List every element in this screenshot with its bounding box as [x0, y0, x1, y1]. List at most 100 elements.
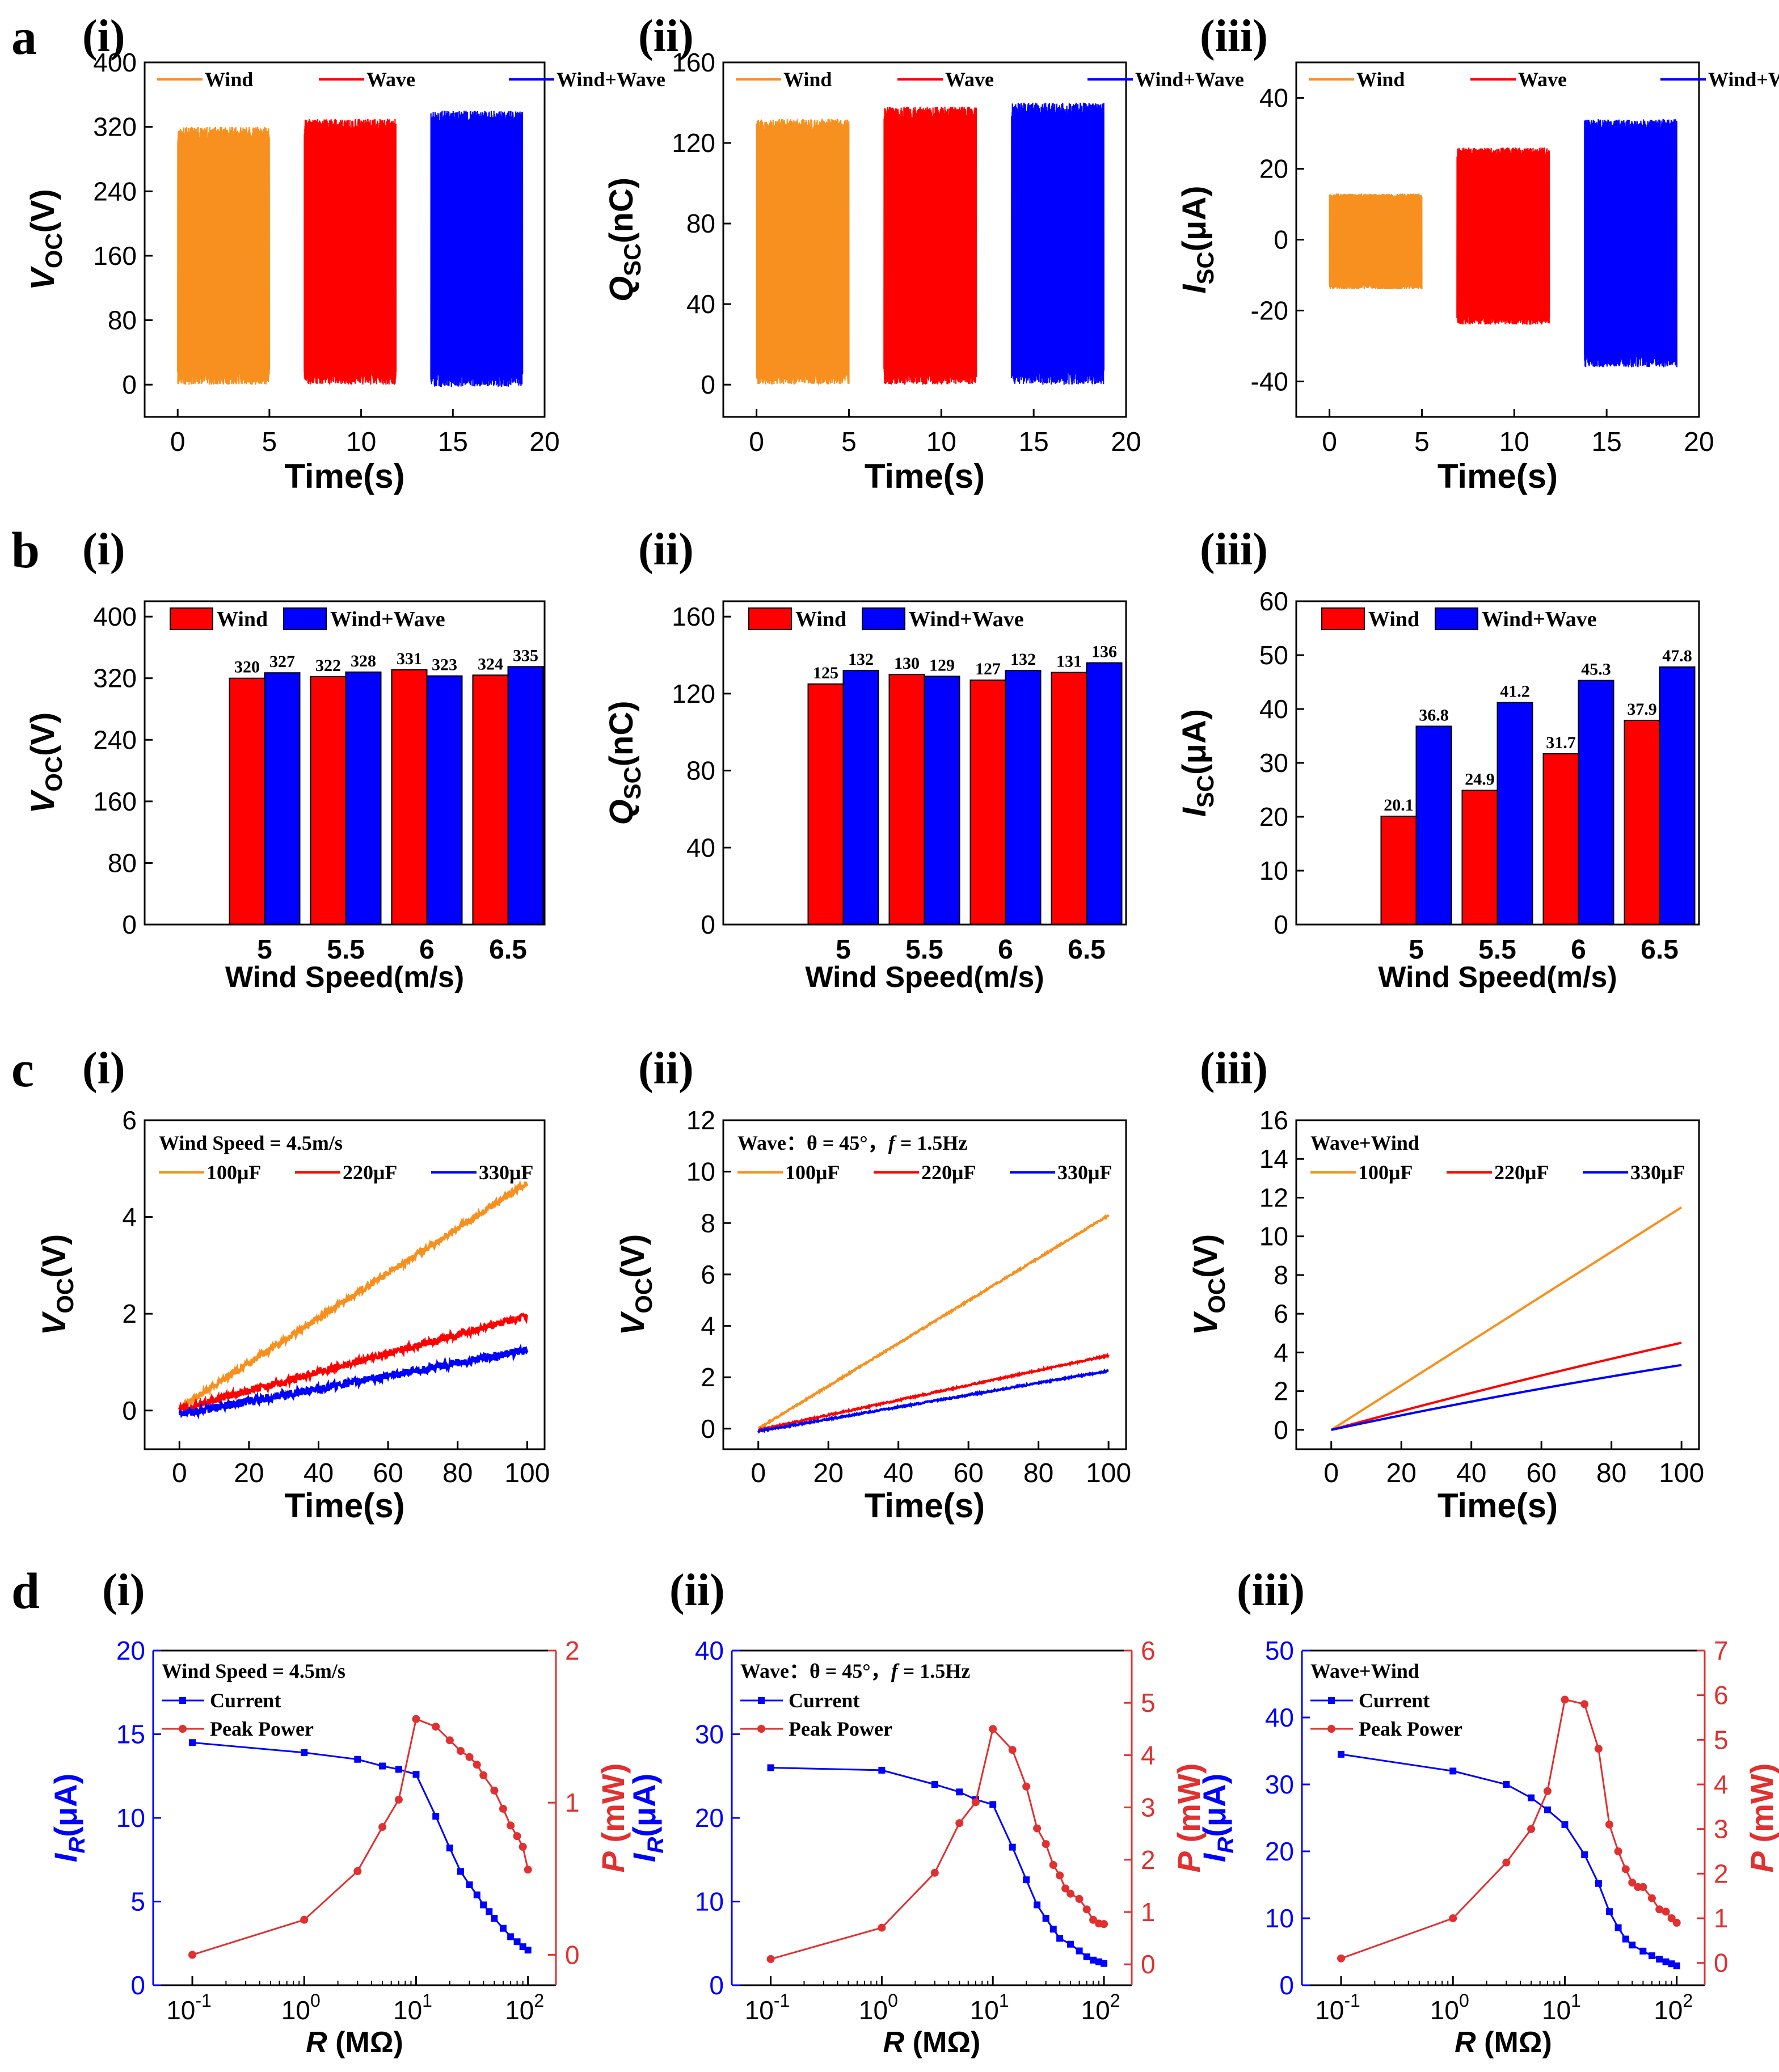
y-label-sub: R	[643, 1837, 668, 1854]
y-tick-label: 80	[686, 756, 715, 786]
legend-item-0-text: 100μF	[785, 1161, 840, 1184]
x-tick-label: 5	[257, 935, 272, 965]
legend-text-0: Wind	[1368, 607, 1419, 631]
current-point	[432, 1813, 440, 1820]
y-tick-label: 10	[116, 1803, 145, 1833]
bar-value-label: 331	[397, 649, 422, 668]
x-tick-label: 5	[1414, 427, 1430, 457]
y-label-sub: OC	[40, 756, 67, 792]
x-tick-label: 5	[836, 935, 851, 965]
y2-label-var: P	[1744, 1851, 1779, 1872]
y-label-sub: SC	[619, 243, 646, 276]
power-point	[1667, 1914, 1676, 1922]
sub-label-a-2: (ii)	[638, 11, 694, 61]
legend-item-1-text: 220μF	[921, 1161, 976, 1184]
y2-tick-label: 0	[565, 1940, 580, 1969]
power-point	[1100, 1920, 1108, 1928]
current-point	[1629, 1942, 1636, 1949]
current-point	[1656, 1955, 1663, 1963]
x-tick-label: 100	[1430, 1990, 1469, 2025]
current-point	[767, 1764, 774, 1771]
y2-tick-label: 3	[1714, 1814, 1729, 1844]
legend-current-marker	[1328, 1697, 1335, 1704]
legend-item-1-text: Wave	[366, 68, 415, 91]
x-tick-exp: 1	[422, 1990, 432, 2011]
x-axis-label: R (MΩ)	[1455, 2026, 1552, 2059]
x-tick-exp: 0	[1459, 1990, 1469, 2011]
x-tick-label: 60	[1526, 1458, 1556, 1488]
power-point	[1628, 1879, 1637, 1887]
x-axis-label: Time(s)	[284, 457, 404, 495]
x-tick-label: 10	[926, 427, 956, 457]
annotation-tail: = 1.5Hz	[895, 1132, 968, 1154]
trace-2	[1011, 103, 1105, 385]
sub-label-c-1: (i)	[82, 1044, 125, 1094]
bar-value-label: 41.2	[1500, 682, 1530, 701]
y2-tick-label: 3	[1141, 1793, 1156, 1822]
trace-0	[756, 119, 850, 385]
x-tick-label: 80	[442, 1458, 473, 1488]
y2-axis-label: P (mW)	[595, 1763, 631, 1873]
x-tick-exp: -1	[1344, 1990, 1360, 2011]
bar-value-label: 335	[513, 646, 538, 665]
bar-wind-3	[472, 674, 509, 926]
bar-wind-3	[1624, 719, 1660, 925]
power-point	[499, 1804, 507, 1813]
y-tick-label: 20	[695, 1803, 724, 1833]
trace-0	[1329, 193, 1423, 290]
current-point	[1668, 1960, 1675, 1968]
sub-label-a-3: (iii)	[1200, 11, 1268, 61]
current-point	[1648, 1952, 1655, 1960]
y-tick-label: 10	[1259, 856, 1288, 885]
bar-value-label: 130	[894, 654, 920, 673]
x-tick-label: 101	[393, 1990, 432, 2025]
current-point	[480, 1901, 487, 1909]
y2-tick-label: 5	[1141, 1688, 1156, 1717]
curve-2	[757, 1368, 1109, 1434]
curve-2	[178, 1343, 529, 1420]
current-point	[1503, 1781, 1510, 1788]
power-point	[1605, 1820, 1613, 1829]
power-point	[1089, 1915, 1098, 1924]
x-tick-label: 10-1	[745, 1990, 790, 2025]
x-tick-label: 0	[749, 427, 764, 457]
current-point	[989, 1801, 997, 1808]
chart-b-iii: 20.1 36.8 5 24.9 41.2 5.5 31.7 45.3 6 37.9 47.8 6.5…	[1176, 586, 1700, 994]
y2-tick-label: 2	[565, 1636, 580, 1665]
x-tick-base: 10	[745, 1995, 774, 2025]
current-point	[1338, 1750, 1345, 1758]
panel-letter-d: d	[11, 1563, 40, 1619]
power-point	[1449, 1914, 1457, 1922]
power-point	[1502, 1858, 1511, 1867]
annotation: Wave：θ = 45°，f = 1.5Hz	[740, 1660, 970, 1682]
bar-wind-3	[1051, 672, 1087, 926]
y-label-unit: (μA)	[1176, 185, 1213, 251]
y-tick-label: 0	[1274, 225, 1288, 255]
y-axis-label: VOC(V)	[1187, 1234, 1230, 1336]
power-point	[971, 1798, 980, 1807]
power-point	[473, 1761, 481, 1769]
bar-value-label: 31.7	[1546, 733, 1576, 752]
power-point	[1639, 1883, 1647, 1891]
bar-wind-1	[888, 673, 925, 926]
power-point	[1066, 1889, 1075, 1898]
axis-frame	[722, 600, 1127, 926]
bar-value-label: 322	[315, 656, 341, 675]
y-axis-label: IR(μA)	[48, 1774, 90, 1862]
x-tick-label: 0	[1322, 427, 1337, 457]
current-point	[491, 1915, 498, 1922]
sub-label-d-2: (ii)	[669, 1565, 725, 1615]
annotation: Wind Speed = 4.5m/s	[159, 1132, 343, 1154]
x-axis-label: R (MΩ)	[306, 2026, 403, 2059]
x-tick-exp: 2	[534, 1990, 544, 2011]
y2-axis-label: P (mW)	[1171, 1763, 1207, 1873]
bar-wind-0	[1380, 816, 1417, 926]
annotation-f: f	[891, 1660, 900, 1682]
power-point	[1527, 1825, 1536, 1833]
x-tick-base: 10	[1430, 1995, 1459, 2025]
y-label-main: I	[626, 1852, 662, 1862]
y-tick-label: 4	[1274, 1337, 1288, 1367]
x-label-unit: (MΩ)	[904, 2026, 980, 2059]
